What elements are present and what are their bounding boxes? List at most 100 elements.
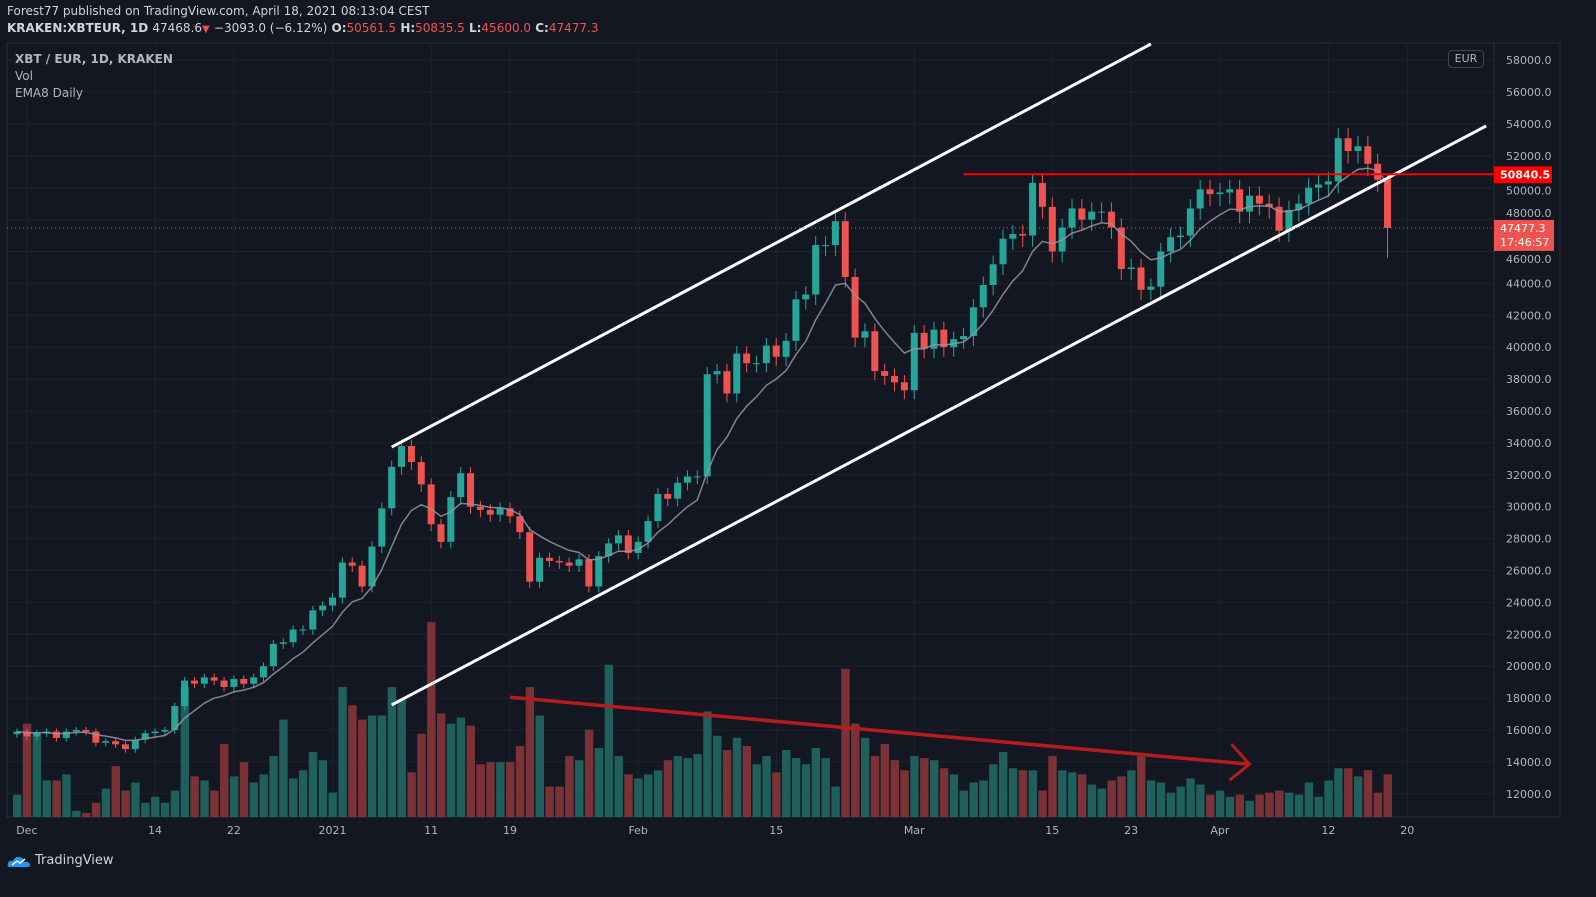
volume-bar bbox=[200, 780, 209, 817]
candle-body bbox=[1384, 178, 1392, 228]
candle-body bbox=[891, 375, 899, 383]
volume-bar bbox=[525, 687, 535, 817]
time-tick-label: Dec bbox=[16, 824, 37, 837]
candle-body bbox=[447, 497, 455, 542]
volume-bar bbox=[791, 758, 801, 817]
open-value: 50561.5 bbox=[346, 21, 397, 35]
tradingview-label: TradingView bbox=[35, 853, 114, 868]
currency-badge[interactable]: EUR bbox=[1448, 50, 1484, 68]
candle-body bbox=[634, 541, 642, 553]
candle-body bbox=[506, 508, 514, 517]
volume-bar bbox=[545, 786, 554, 817]
volume-bar bbox=[782, 750, 791, 817]
volume-bar bbox=[1324, 780, 1333, 817]
legend-title[interactable]: XBT / EUR, 1D, KRAKEN bbox=[15, 52, 173, 66]
candle-body bbox=[338, 562, 346, 598]
volume-bar bbox=[1186, 778, 1195, 817]
candle-body bbox=[121, 744, 129, 750]
volume-bar bbox=[673, 756, 683, 817]
volume-bar bbox=[900, 770, 909, 817]
candle-body bbox=[772, 345, 780, 357]
volume-bar bbox=[1048, 756, 1057, 817]
candle-body bbox=[151, 731, 159, 734]
candle-body bbox=[161, 730, 169, 732]
volume-bar bbox=[1235, 794, 1245, 817]
candle-body bbox=[131, 739, 139, 750]
candle-body bbox=[654, 493, 662, 522]
price-tick-label: 50000.0 bbox=[1506, 184, 1552, 197]
candle-body bbox=[733, 353, 741, 394]
candle-body bbox=[230, 678, 238, 687]
candle-body bbox=[348, 562, 356, 566]
candle-body bbox=[762, 345, 770, 364]
symbol-name[interactable]: KRAKEN:XBTEUR, 1D bbox=[7, 21, 149, 35]
volume-bar bbox=[1077, 774, 1087, 817]
candle-body bbox=[536, 557, 544, 582]
candle-body bbox=[545, 557, 553, 561]
legend-ema[interactable]: EMA8 Daily bbox=[15, 86, 83, 100]
time-tick-label: Apr bbox=[1210, 824, 1230, 837]
volume-bar bbox=[1068, 772, 1077, 817]
volume-bar bbox=[1363, 770, 1373, 817]
price-tick-label: 42000.0 bbox=[1506, 309, 1552, 322]
volume-bar bbox=[387, 687, 397, 817]
high-value: 50835.5 bbox=[415, 21, 465, 35]
volume-bar bbox=[1058, 770, 1067, 817]
candle-body bbox=[1019, 233, 1027, 236]
candle-body bbox=[1157, 251, 1165, 287]
candle-body bbox=[851, 277, 859, 338]
volume-bar bbox=[722, 750, 732, 817]
channel-upper-line bbox=[390, 42, 1152, 449]
volume-bar bbox=[101, 788, 111, 817]
high-label: H: bbox=[400, 21, 416, 35]
volume-bar bbox=[318, 760, 328, 817]
volume-bar bbox=[279, 719, 288, 817]
legend-volume[interactable]: Vol bbox=[15, 69, 33, 83]
candle-body bbox=[831, 221, 839, 246]
price-tick-label: 40000.0 bbox=[1506, 341, 1552, 354]
resistance-price-label-box bbox=[1494, 166, 1552, 184]
volume-bar bbox=[397, 699, 406, 817]
volume-bar bbox=[220, 743, 229, 817]
candle-body bbox=[1088, 211, 1096, 220]
volume-bar bbox=[456, 717, 466, 817]
volume-bar bbox=[1373, 792, 1383, 817]
candle-body bbox=[575, 559, 583, 566]
volume-bar bbox=[1304, 782, 1314, 817]
candle-body bbox=[802, 294, 810, 300]
price-tick-label: 16000.0 bbox=[1506, 724, 1552, 737]
volume-bar bbox=[22, 723, 32, 817]
candle-body bbox=[1167, 237, 1175, 252]
time-tick-label: 15 bbox=[769, 824, 783, 837]
candle-body bbox=[930, 329, 938, 349]
candle-body bbox=[1137, 267, 1145, 290]
candle-body bbox=[1127, 267, 1135, 270]
candle-body bbox=[1068, 208, 1076, 228]
candle-body bbox=[900, 382, 908, 391]
candle-body bbox=[841, 221, 849, 278]
candle-body bbox=[1038, 182, 1046, 207]
time-tick-label: 14 bbox=[148, 824, 162, 837]
candle-body bbox=[989, 264, 997, 285]
volume-bar bbox=[1215, 790, 1225, 817]
candle-body bbox=[437, 524, 445, 542]
chart-frame bbox=[6, 42, 1561, 818]
candle-body bbox=[703, 374, 711, 477]
volume-bar bbox=[584, 729, 594, 817]
candle-body bbox=[457, 473, 465, 498]
candle-body bbox=[920, 332, 928, 349]
volume-bar bbox=[121, 790, 130, 817]
candle-body bbox=[92, 731, 100, 743]
candle-body bbox=[1354, 146, 1362, 152]
volume-bar bbox=[949, 774, 959, 817]
current-price-label-box bbox=[1494, 219, 1554, 251]
candle-body bbox=[190, 680, 198, 684]
candle-body bbox=[200, 677, 208, 684]
volume-bar bbox=[939, 768, 949, 817]
volume-bar bbox=[1107, 780, 1116, 817]
price-tick-label: 38000.0 bbox=[1506, 373, 1552, 386]
price-tick-label: 34000.0 bbox=[1506, 437, 1552, 450]
tradingview-brand[interactable]: TradingView bbox=[7, 853, 114, 868]
candle-body bbox=[743, 353, 751, 364]
